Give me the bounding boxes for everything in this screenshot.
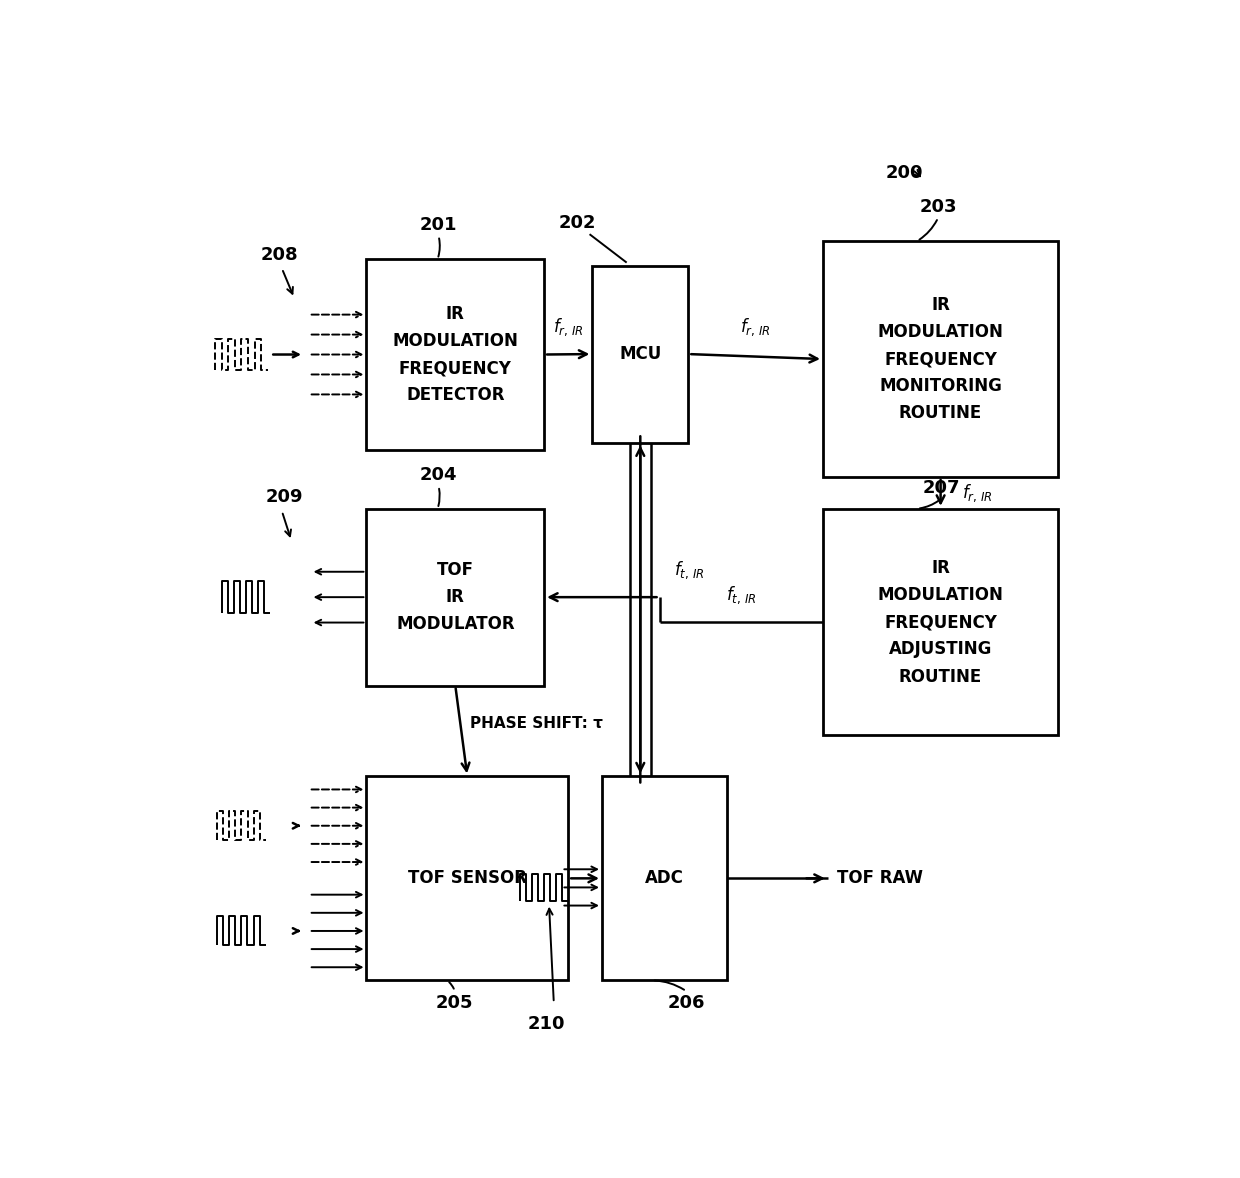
Text: IR: IR — [931, 296, 950, 313]
Text: MODULATION: MODULATION — [392, 332, 518, 350]
Text: FREQUENCY: FREQUENCY — [884, 613, 997, 631]
Text: TOF: TOF — [436, 561, 474, 578]
Text: MODULATION: MODULATION — [878, 323, 1003, 340]
FancyBboxPatch shape — [367, 509, 544, 686]
Text: MCU: MCU — [619, 345, 661, 363]
Text: MONITORING: MONITORING — [879, 377, 1002, 396]
Text: IR: IR — [446, 305, 465, 323]
Text: PHASE SHIFT: τ: PHASE SHIFT: τ — [470, 716, 603, 732]
Text: TOF SENSOR: TOF SENSOR — [408, 869, 527, 887]
Text: 201: 201 — [420, 216, 458, 234]
Text: FREQUENCY: FREQUENCY — [399, 359, 512, 377]
Text: FREQUENCY: FREQUENCY — [884, 350, 997, 368]
Text: MODULATOR: MODULATOR — [396, 615, 515, 634]
Text: 210: 210 — [527, 1015, 565, 1033]
Text: ADC: ADC — [645, 869, 683, 887]
Text: 205: 205 — [436, 994, 474, 1012]
Text: ADJUSTING: ADJUSTING — [889, 641, 992, 659]
FancyBboxPatch shape — [367, 259, 544, 450]
FancyBboxPatch shape — [823, 241, 1058, 477]
Text: 206: 206 — [667, 994, 706, 1012]
Text: ROUTINE: ROUTINE — [899, 668, 982, 686]
Text: 209: 209 — [267, 489, 304, 507]
Text: $f_{t,\,IR}$: $f_{t,\,IR}$ — [725, 584, 756, 605]
Text: IR: IR — [931, 558, 950, 577]
Text: 200: 200 — [885, 164, 924, 183]
Text: 208: 208 — [262, 246, 299, 264]
FancyBboxPatch shape — [601, 776, 727, 980]
Text: $f_{r,\,IR}$: $f_{r,\,IR}$ — [740, 316, 771, 338]
FancyBboxPatch shape — [593, 265, 688, 443]
Text: $f_{r,\,IR}$: $f_{r,\,IR}$ — [553, 317, 584, 338]
FancyBboxPatch shape — [823, 509, 1058, 735]
Text: 204: 204 — [420, 466, 458, 484]
Text: ROUTINE: ROUTINE — [899, 404, 982, 423]
FancyBboxPatch shape — [367, 776, 568, 980]
Text: $f_{t,\,IR}$: $f_{t,\,IR}$ — [675, 560, 704, 581]
Text: 203: 203 — [920, 198, 957, 216]
Text: DETECTOR: DETECTOR — [405, 386, 505, 404]
Text: $f_{r,\,IR}$: $f_{r,\,IR}$ — [962, 482, 993, 504]
Text: TOF RAW: TOF RAW — [837, 869, 924, 887]
Text: 202: 202 — [559, 214, 596, 232]
Text: 207: 207 — [923, 479, 960, 497]
Text: MODULATION: MODULATION — [878, 585, 1003, 604]
Text: IR: IR — [446, 588, 465, 607]
